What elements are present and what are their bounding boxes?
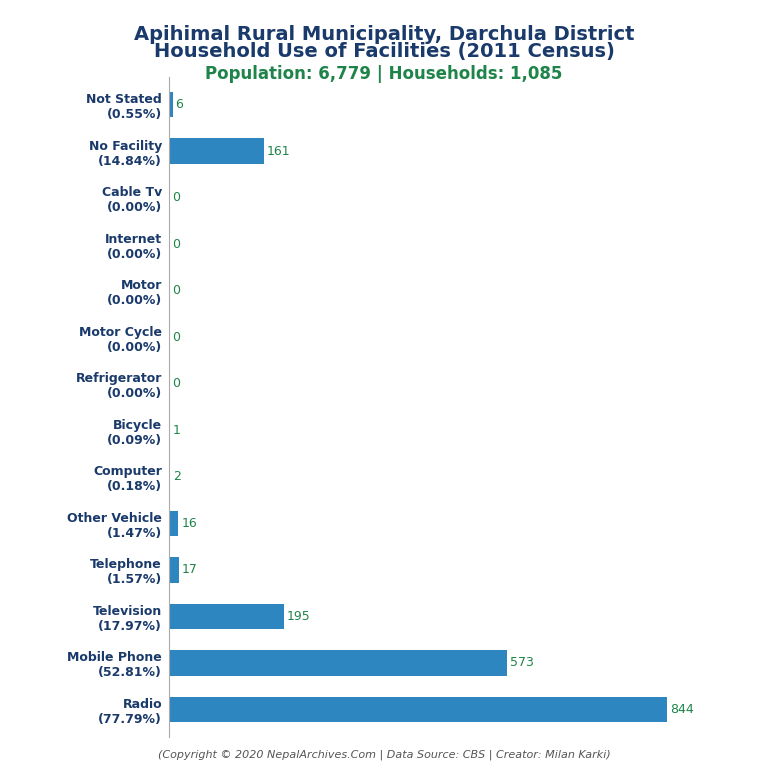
Text: Household Use of Facilities (2011 Census): Household Use of Facilities (2011 Census… — [154, 42, 614, 61]
Bar — [169, 511, 178, 536]
Text: 0: 0 — [172, 238, 180, 250]
Text: 0: 0 — [172, 191, 180, 204]
Text: 573: 573 — [510, 657, 534, 670]
Text: 1: 1 — [173, 424, 180, 437]
Text: Apihimal Rural Municipality, Darchula District: Apihimal Rural Municipality, Darchula Di… — [134, 25, 634, 44]
Text: 0: 0 — [172, 284, 180, 297]
Text: 844: 844 — [670, 703, 694, 716]
Text: 17: 17 — [182, 564, 198, 576]
Bar — [169, 138, 264, 164]
Text: 6: 6 — [175, 98, 184, 111]
Bar — [169, 557, 179, 583]
Text: 0: 0 — [172, 331, 180, 344]
Bar — [169, 697, 667, 722]
Bar — [169, 92, 173, 118]
Text: 2: 2 — [173, 470, 181, 483]
Text: Population: 6,779 | Households: 1,085: Population: 6,779 | Households: 1,085 — [205, 65, 563, 83]
Text: 16: 16 — [181, 517, 197, 530]
Text: 161: 161 — [267, 144, 290, 157]
Text: 0: 0 — [172, 377, 180, 390]
Bar — [169, 604, 284, 629]
Bar — [169, 464, 170, 490]
Text: (Copyright © 2020 NepalArchives.Com | Data Source: CBS | Creator: Milan Karki): (Copyright © 2020 NepalArchives.Com | Da… — [157, 750, 611, 760]
Bar — [169, 650, 507, 676]
Text: 195: 195 — [287, 610, 311, 623]
